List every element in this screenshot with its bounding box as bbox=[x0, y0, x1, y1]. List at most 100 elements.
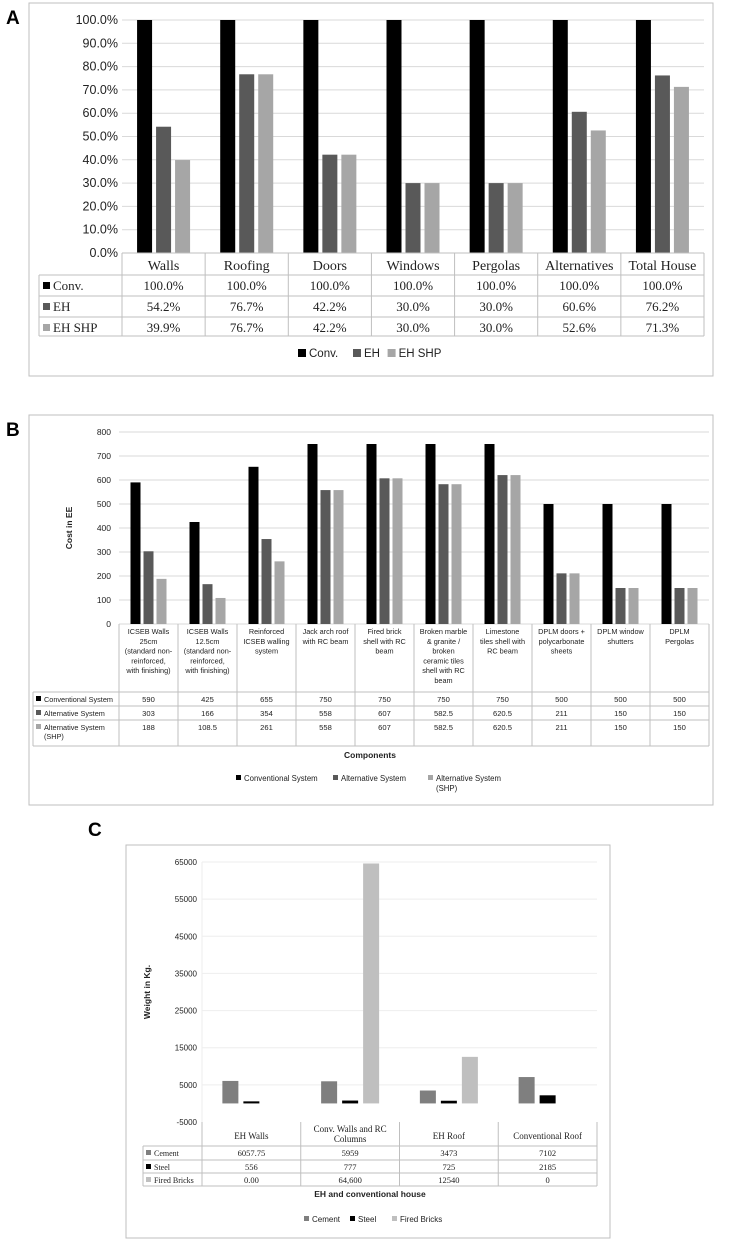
bar-eh-shp bbox=[673, 86, 689, 253]
category-label: Roofing bbox=[224, 259, 270, 274]
category-label: Reinforced bbox=[249, 627, 284, 636]
category-label: Total House bbox=[629, 259, 697, 274]
y-tick-label: 55000 bbox=[175, 895, 198, 904]
table-value: 60.6% bbox=[562, 299, 596, 314]
table-value: 64,600 bbox=[338, 1175, 361, 1185]
table-value: 655 bbox=[260, 695, 273, 704]
category-label: system bbox=[255, 647, 278, 656]
bar-cement bbox=[222, 1080, 239, 1104]
category-label: Pergolas bbox=[665, 637, 694, 646]
bar-series-1 bbox=[320, 490, 331, 624]
panel-b-frame bbox=[28, 414, 714, 806]
table-legend-key bbox=[146, 1177, 151, 1182]
table-value: 39.9% bbox=[147, 320, 181, 335]
y-tick-label: 65000 bbox=[175, 858, 198, 867]
category-label: beam bbox=[375, 647, 393, 656]
category-label: Conv. Walls and RC bbox=[314, 1124, 387, 1134]
bar-series-0 bbox=[602, 504, 613, 624]
category-label: 12.5cm bbox=[196, 637, 220, 646]
category-label: DPLM bbox=[669, 627, 689, 636]
table-value: 150 bbox=[673, 723, 686, 732]
table-value: 100.0% bbox=[227, 278, 267, 293]
y-tick-label: 300 bbox=[97, 547, 111, 557]
category-label: (standard non- bbox=[125, 647, 173, 656]
table-value: 500 bbox=[673, 695, 686, 704]
category-label: with finishing) bbox=[125, 666, 170, 675]
bar-conv- bbox=[303, 20, 319, 253]
bar-series-1 bbox=[497, 475, 508, 624]
panel-a-frame bbox=[28, 2, 714, 377]
bar-eh bbox=[654, 75, 670, 253]
y-tick-label: -5000 bbox=[177, 1118, 198, 1127]
legend-label: Conventional System bbox=[244, 774, 318, 783]
bar-series-0 bbox=[425, 444, 436, 624]
table-value: 30.0% bbox=[479, 320, 513, 335]
category-label: ICSEB walling bbox=[243, 637, 289, 646]
table-value: 750 bbox=[319, 695, 332, 704]
bar-eh-shp bbox=[590, 130, 606, 253]
table-value: 354 bbox=[260, 709, 273, 718]
table-value: 100.0% bbox=[559, 278, 599, 293]
panel-b-plot: 0 100 200 300 400 500 600 700 800 Cost in EE ICSEB… bbox=[32, 427, 710, 793]
legend-label: Cement bbox=[312, 1215, 341, 1224]
y-tick-label: 600 bbox=[97, 475, 111, 485]
category-label: with RC beam bbox=[302, 637, 349, 646]
table-value: 108.5 bbox=[198, 723, 217, 732]
legend-label: Alternative System bbox=[341, 774, 406, 783]
y-tick-label: 400 bbox=[97, 523, 111, 533]
y-tick-label: 20.0% bbox=[83, 199, 118, 213]
category-label: RC beam bbox=[487, 647, 518, 656]
category-label: Walls bbox=[148, 259, 180, 274]
category-label: Jack arch roof bbox=[303, 627, 350, 636]
table-value: 30.0% bbox=[396, 320, 430, 335]
bar-series-2 bbox=[687, 588, 698, 624]
table-value: 556 bbox=[245, 1162, 258, 1172]
table-series-label: Alternative System bbox=[44, 723, 105, 732]
table-value: 607 bbox=[378, 709, 391, 718]
table-series-label: (SHP) bbox=[44, 732, 64, 741]
bar-series-1 bbox=[556, 573, 567, 624]
bar-series-1 bbox=[143, 551, 154, 624]
bar-series-0 bbox=[366, 444, 377, 624]
bar-series-1 bbox=[379, 478, 390, 624]
table-value: 558 bbox=[319, 723, 332, 732]
table-legend-key bbox=[36, 724, 41, 729]
table-value: 777 bbox=[344, 1162, 357, 1172]
table-series-label: Alternative System bbox=[44, 709, 105, 718]
category-label: Limestone bbox=[486, 627, 520, 636]
bar-series-0 bbox=[661, 504, 672, 624]
bar-conv- bbox=[386, 20, 402, 253]
legend-swatch bbox=[333, 775, 338, 780]
y-tick-label: 0 bbox=[106, 619, 111, 629]
table-value: 211 bbox=[555, 723, 567, 732]
table-series-label: Steel bbox=[154, 1163, 171, 1172]
category-label: shell with RC bbox=[363, 637, 406, 646]
legend-label: Fired Bricks bbox=[400, 1215, 442, 1224]
table-value: 42.2% bbox=[313, 320, 347, 335]
table-value: 5959 bbox=[342, 1148, 359, 1158]
table-value: 750 bbox=[437, 695, 450, 704]
bar-eh bbox=[322, 154, 338, 253]
bar-eh-shp bbox=[175, 160, 191, 253]
category-label: Columns bbox=[334, 1134, 367, 1144]
legend-label: Steel bbox=[358, 1215, 376, 1224]
category-label: broken bbox=[432, 647, 454, 656]
y-tick-label: 5000 bbox=[179, 1081, 197, 1090]
category-label: Pergolas bbox=[472, 259, 520, 274]
table-value: 620.5 bbox=[493, 723, 512, 732]
legend-swatch bbox=[428, 775, 433, 780]
y-tick-label: 70.0% bbox=[83, 83, 118, 97]
table-value: 0 bbox=[546, 1175, 550, 1185]
bar-steel bbox=[539, 1095, 556, 1104]
bar-series-2 bbox=[215, 597, 226, 624]
y-tick-label: 200 bbox=[97, 571, 111, 581]
legend-swatch bbox=[387, 349, 396, 357]
category-label: & granite / bbox=[427, 637, 461, 646]
table-value: 166 bbox=[201, 709, 214, 718]
category-label: DPLM window bbox=[597, 627, 644, 636]
bar-series-2 bbox=[156, 578, 167, 624]
legend-swatch bbox=[353, 349, 361, 357]
table-series-label: Cement bbox=[154, 1149, 180, 1158]
x-axis-label: Components bbox=[344, 750, 396, 760]
category-label: Alternatives bbox=[545, 259, 613, 274]
